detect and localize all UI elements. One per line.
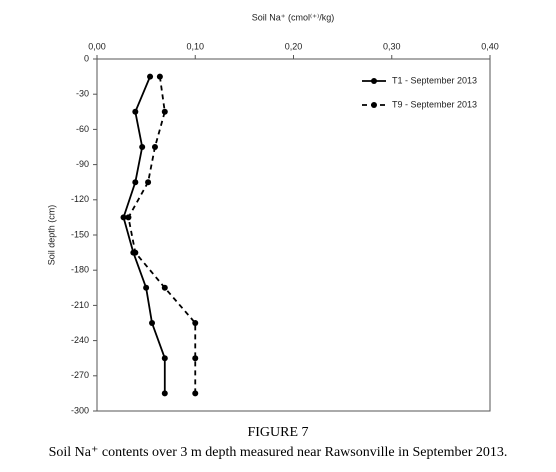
y-tick-label: -90: [76, 159, 89, 169]
x-axis-title: Soil Na⁺ (cmol⁽⁺⁾/kg): [252, 12, 334, 22]
y-tick-label: -120: [71, 194, 89, 204]
legend-marker: [371, 102, 377, 108]
data-point: [161, 284, 168, 291]
data-point: [145, 179, 152, 186]
y-tick-label: -60: [76, 124, 89, 134]
data-point: [132, 179, 139, 186]
x-tick-label: 0,20: [285, 41, 303, 51]
data-point: [192, 320, 199, 326]
y-tick-label: -240: [71, 335, 89, 345]
y-tick-label: 0: [84, 53, 89, 63]
data-point: [147, 73, 154, 80]
data-point: [192, 390, 199, 397]
data-point: [161, 355, 168, 362]
data-point: [161, 108, 168, 115]
y-tick-label: -210: [71, 300, 89, 310]
legend-marker: [371, 78, 377, 84]
caption: Soil Na⁺ contents over 3 m depth measure…: [49, 445, 508, 460]
y-tick-label: -150: [71, 229, 89, 239]
data-point: [149, 320, 156, 326]
series-line: [122, 76, 166, 394]
y-tick-label: -180: [71, 265, 89, 275]
data-point: [143, 284, 150, 291]
y-axis-title: Soil depth (cm): [46, 205, 56, 266]
y-tick-label: -270: [71, 370, 89, 380]
y-tick-label: -30: [76, 89, 89, 99]
data-point: [192, 355, 199, 362]
series-line: [127, 76, 197, 394]
data-point: [151, 144, 158, 150]
legend-label: T9 - September 2013: [392, 99, 477, 109]
legend-label: T1 - September 2013: [392, 75, 477, 85]
plot-frame: [96, 58, 491, 412]
data-point: [132, 249, 139, 256]
data-point: [120, 214, 127, 221]
data-point: [139, 144, 146, 150]
x-tick-label: 0,30: [383, 41, 401, 51]
data-point: [156, 73, 163, 80]
data-point: [125, 214, 132, 221]
x-tick-label: 0,10: [186, 41, 204, 51]
x-tick-label: 0,00: [88, 41, 106, 51]
figure-label: FIGURE 7: [247, 425, 308, 440]
data-point: [132, 108, 139, 115]
data-point: [161, 390, 168, 397]
y-tick-label: -300: [71, 405, 89, 415]
x-tick-label: 0,40: [481, 41, 499, 51]
